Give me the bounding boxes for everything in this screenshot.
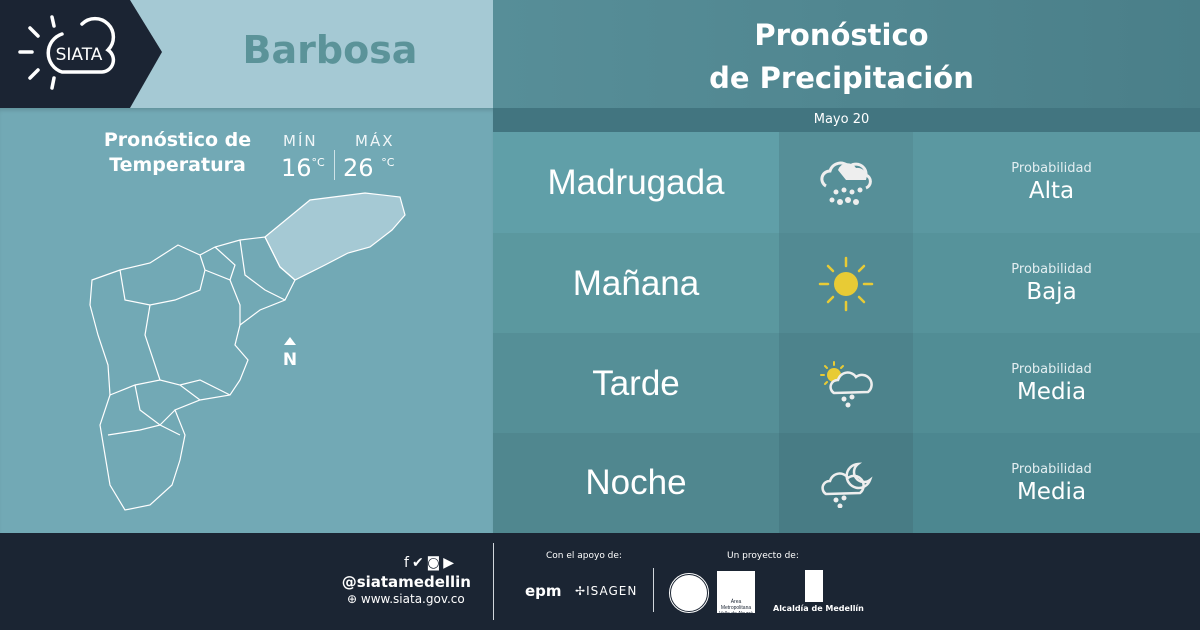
weather-cell [779, 132, 913, 233]
title-line2: Temperatura [109, 154, 246, 176]
temperature-title: Pronóstico de Temperatura [85, 128, 270, 178]
probability-cell: Probabilidad Baja [913, 233, 1200, 334]
weather-cell [779, 433, 913, 533]
twitter-icon[interactable]: ✔ [411, 555, 427, 571]
divider [653, 568, 654, 612]
alcaldia-label: Alcaldía de Medellín [773, 604, 864, 613]
probability-value: Media [1016, 478, 1087, 505]
siata-logo: SIATA [0, 0, 162, 108]
probability-value: Media [1016, 379, 1087, 405]
min-label: MÍN [283, 132, 318, 150]
social-icons[interactable]: f✔◙▶ [404, 555, 457, 571]
weather-cell [779, 333, 913, 434]
period-label: Madrugada [493, 132, 779, 233]
temp-divider [334, 150, 335, 180]
barbosa-region [264, 192, 406, 281]
title-line2: de Precipitación [709, 61, 974, 95]
support-label: Con el apoyo de: [546, 551, 622, 561]
medellin-seal-logo [668, 572, 710, 614]
probability-label: Probabilidad [1011, 262, 1092, 277]
north-arrow: N [283, 350, 297, 370]
weather-cell [779, 233, 913, 334]
forecast-row: Noche Probabilidad Media [493, 433, 1200, 533]
moon-cloud-rain-icon [821, 462, 873, 508]
probability-cell: Probabilidad Media [913, 433, 1200, 533]
probability-cell: Probabilidad Alta [913, 132, 1200, 233]
social-handle[interactable]: @siatamedellin [341, 573, 471, 591]
probability-label: Probabilidad [1011, 161, 1092, 176]
municipality-map: N [89, 192, 406, 511]
forecast-row: Madrugada Probabilidad Alta [493, 132, 1200, 233]
footer [0, 533, 1200, 630]
max-label: MÁX [355, 132, 395, 150]
title-line1: Pronóstico [754, 18, 929, 52]
period-label: Tarde [493, 333, 779, 434]
period-label: Noche [493, 433, 779, 533]
period-label: Mañana [493, 233, 779, 334]
globe-icon: ⊕ [347, 592, 358, 606]
forecast-title: Pronóstico de Precipitación [493, 14, 1190, 100]
isagen-logo: ✢ISAGEN [575, 584, 638, 598]
max-temp: 26 °C [343, 154, 395, 182]
probability-label: Probabilidad [1011, 461, 1092, 477]
sun-cloud-rain-icon [820, 360, 873, 407]
probability-cell: Probabilidad Media [913, 333, 1200, 434]
youtube-icon[interactable]: ▶ [443, 555, 458, 571]
probability-value: Baja [1026, 279, 1077, 305]
forecast-row: Tarde Probabilidad Media [493, 333, 1200, 434]
instagram-icon[interactable]: ◙ [426, 555, 444, 571]
facebook-icon[interactable]: f [404, 555, 412, 571]
min-temp: 16°C [281, 154, 325, 182]
epm-logo: epm [525, 582, 562, 600]
heavy-rain-cloud-icon [820, 161, 872, 205]
forecast-date: Mayo 20 [493, 108, 1200, 132]
probability-value: Alta [1028, 178, 1075, 204]
area-metropolitana-logo: Área Metropolitana Valle de Aburrá [717, 571, 755, 613]
forecast-header [493, 0, 1200, 108]
alcaldia-crest-logo [805, 570, 823, 602]
divider [493, 543, 494, 620]
project-label: Un proyecto de: [727, 551, 799, 561]
forecast-row: Mañana Probabilidad Baja [493, 233, 1200, 334]
sun-icon [818, 256, 874, 311]
city-name: Barbosa [242, 28, 418, 72]
website-link[interactable]: ⊕ www.siata.gov.co [347, 592, 465, 606]
title-line1: Pronóstico de [103, 129, 252, 151]
probability-label: Probabilidad [1011, 362, 1092, 377]
siata-brand: SIATA [56, 45, 103, 65]
